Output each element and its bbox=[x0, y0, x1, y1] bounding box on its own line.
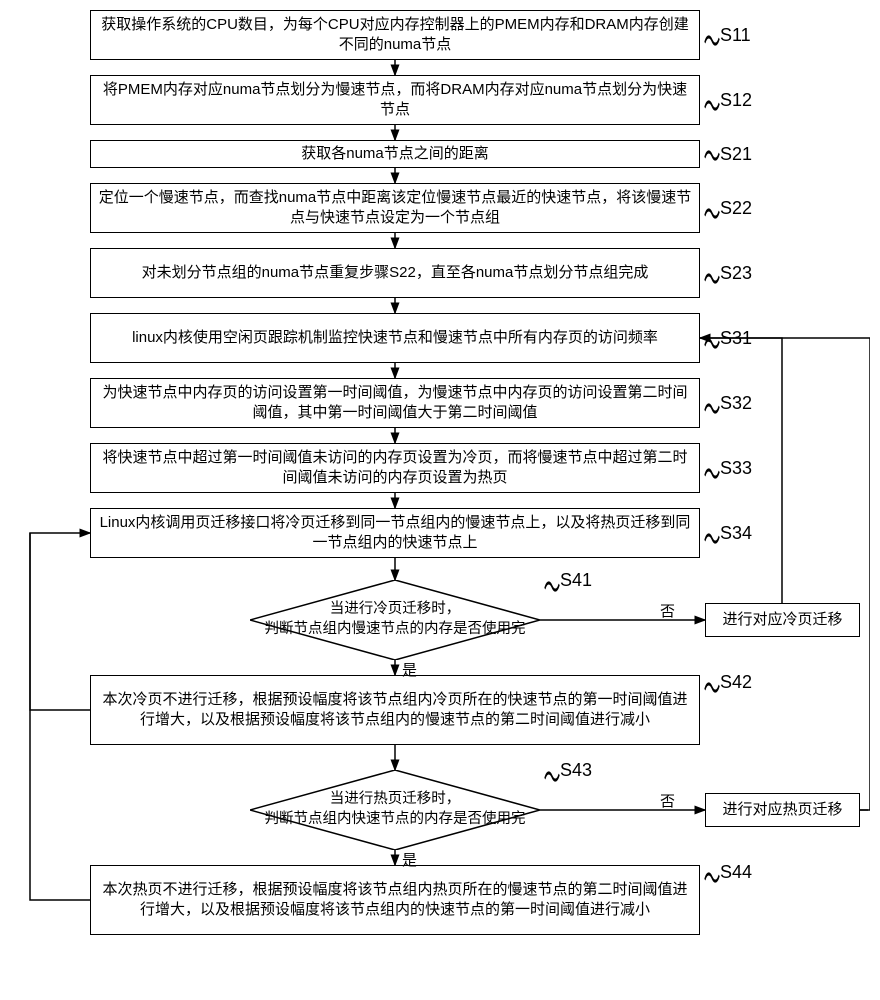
step-label-s44: S44 bbox=[720, 862, 752, 883]
step-label-d43: S43 bbox=[560, 760, 592, 781]
flow-box-s44: 本次热页不进行迁移，根据预设幅度将该节点组内热页所在的慢速节点的第二时间阈值进行… bbox=[90, 865, 700, 935]
flow-box-text: linux内核使用空闲页跟踪机制监控快速节点和慢速节点中所有内存页的访问频率 bbox=[132, 328, 658, 348]
flow-box-s32: 为快速节点中内存页的访问设置第一时间阈值，为慢速节点中内存页的访问设置第二时间阈… bbox=[90, 378, 700, 428]
flow-box-text: 本次热页不进行迁移，根据预设幅度将该节点组内热页所在的慢速节点的第二时间阈值进行… bbox=[97, 880, 693, 921]
flow-box-text: 对未划分节点组的numa节点重复步骤S22，直至各numa节点划分节点组完成 bbox=[142, 263, 649, 283]
flow-decision-d41: 当进行冷页迁移时， 判断节点组内慢速节点的内存是否使用完 bbox=[250, 580, 540, 660]
step-connector: 〜 bbox=[704, 380, 721, 436]
flow-box-cold: 进行对应冷页迁移 bbox=[705, 603, 860, 637]
step-label-s12: S12 bbox=[720, 90, 752, 111]
step-connector: 〜 bbox=[704, 315, 721, 371]
flow-box-text: Linux内核调用页迁移接口将冷页迁移到同一节点组内的慢速节点上，以及将热页迁移… bbox=[97, 513, 693, 554]
flow-decision-text: 当进行冷页迁移时， 判断节点组内慢速节点的内存是否使用完 bbox=[250, 580, 540, 660]
step-connector: 〜 bbox=[544, 558, 561, 614]
step-connector: 〜 bbox=[704, 659, 721, 715]
flow-box-s21: 获取各numa节点之间的距离 bbox=[90, 140, 700, 168]
flow-box-s34: Linux内核调用页迁移接口将冷页迁移到同一节点组内的慢速节点上，以及将热页迁移… bbox=[90, 508, 700, 558]
step-label-s11: S11 bbox=[720, 25, 751, 46]
step-connector: 〜 bbox=[704, 250, 721, 306]
step-connector: 〜 bbox=[544, 748, 561, 804]
flow-box-s22: 定位一个慢速节点，而查找numa节点中距离该定位慢速节点最近的快速节点，将该慢速… bbox=[90, 183, 700, 233]
step-label-s32: S32 bbox=[720, 393, 752, 414]
step-label-s33: S33 bbox=[720, 458, 752, 479]
edge-label-no: 否 bbox=[660, 600, 675, 621]
step-label-s31: S31 bbox=[720, 328, 752, 349]
flow-decision-text: 当进行热页迁移时， 判断节点组内快速节点的内存是否使用完 bbox=[250, 770, 540, 850]
flow-box-text: 获取各numa节点之间的距离 bbox=[301, 144, 489, 164]
step-label-d41: S41 bbox=[560, 570, 592, 591]
flow-decision-d43: 当进行热页迁移时， 判断节点组内快速节点的内存是否使用完 bbox=[250, 770, 540, 850]
step-connector: 〜 bbox=[704, 185, 721, 241]
edge-label-yes: 是 bbox=[402, 849, 417, 870]
step-connector: 〜 bbox=[704, 12, 721, 68]
flow-box-text: 将快速节点中超过第一时间阈值未访问的内存页设置为冷页，而将慢速节点中超过第二时间… bbox=[97, 448, 693, 489]
step-label-s42: S42 bbox=[720, 672, 752, 693]
flow-box-text: 本次冷页不进行迁移，根据预设幅度将该节点组内冷页所在的快速节点的第一时间阈值进行… bbox=[97, 690, 693, 731]
step-label-s23: S23 bbox=[720, 263, 752, 284]
edge-label-no: 否 bbox=[660, 790, 675, 811]
flow-box-text: 将PMEM内存对应numa节点划分为慢速节点，而将DRAM内存对应numa节点划… bbox=[97, 80, 693, 121]
step-label-s21: S21 bbox=[720, 144, 752, 165]
flow-box-hot: 进行对应热页迁移 bbox=[705, 793, 860, 827]
edge-label-yes: 是 bbox=[402, 659, 417, 680]
step-connector: 〜 bbox=[704, 849, 721, 905]
step-connector: 〜 bbox=[704, 127, 721, 183]
flow-box-text: 进行对应热页迁移 bbox=[722, 800, 842, 820]
flow-box-text: 为快速节点中内存页的访问设置第一时间阈值，为慢速节点中内存页的访问设置第二时间阈… bbox=[97, 383, 693, 424]
step-connector: 〜 bbox=[704, 445, 721, 501]
step-label-s34: S34 bbox=[720, 523, 752, 544]
flow-box-s33: 将快速节点中超过第一时间阈值未访问的内存页设置为冷页，而将慢速节点中超过第二时间… bbox=[90, 443, 700, 493]
step-label-s22: S22 bbox=[720, 198, 752, 219]
step-connector: 〜 bbox=[704, 77, 721, 133]
flow-box-text: 获取操作系统的CPU数目，为每个CPU对应内存控制器上的PMEM内存和DRAM内… bbox=[97, 15, 693, 56]
flow-box-s11: 获取操作系统的CPU数目，为每个CPU对应内存控制器上的PMEM内存和DRAM内… bbox=[90, 10, 700, 60]
step-connector: 〜 bbox=[704, 510, 721, 566]
flow-box-s23: 对未划分节点组的numa节点重复步骤S22，直至各numa节点划分节点组完成 bbox=[90, 248, 700, 298]
flow-box-text: 定位一个慢速节点，而查找numa节点中距离该定位慢速节点最近的快速节点，将该慢速… bbox=[97, 188, 693, 229]
flow-box-text: 进行对应冷页迁移 bbox=[722, 610, 842, 630]
flow-box-s31: linux内核使用空闲页跟踪机制监控快速节点和慢速节点中所有内存页的访问频率 bbox=[90, 313, 700, 363]
flow-box-s42: 本次冷页不进行迁移，根据预设幅度将该节点组内冷页所在的快速节点的第一时间阈值进行… bbox=[90, 675, 700, 745]
flow-box-s12: 将PMEM内存对应numa节点划分为慢速节点，而将DRAM内存对应numa节点划… bbox=[90, 75, 700, 125]
